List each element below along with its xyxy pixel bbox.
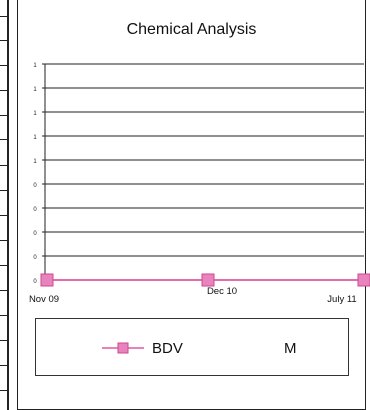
y-tick-label: 1	[33, 63, 37, 69]
legend-entry-m: M	[284, 340, 297, 357]
y-tick-label: 1	[33, 111, 37, 117]
legend-entry-bdv: BDV	[152, 340, 183, 357]
data-point-bdv	[357, 273, 370, 287]
y-tick-label: 1	[33, 87, 37, 93]
y-tick-label: 0	[33, 279, 37, 285]
y-tick-label: 1	[33, 159, 37, 165]
y-tick-label: 1	[33, 135, 37, 141]
x-tick-label: Nov 09	[29, 294, 59, 305]
bdv-legend-swatch-icon	[102, 342, 144, 354]
page-binding-marks	[0, 0, 9, 410]
y-tick-label: 0	[33, 255, 37, 261]
y-tick-label: 0	[33, 183, 37, 189]
y-tick-label: 0	[33, 207, 37, 213]
data-point-bdv	[40, 273, 54, 287]
chart-legend: BDV M	[35, 318, 349, 376]
data-point-bdv	[201, 273, 215, 287]
y-tick-label: 0	[33, 231, 37, 237]
x-tick-label: Dec 10	[207, 286, 237, 297]
x-tick-label: July 11	[327, 294, 356, 305]
chart-title: Chemical Analysis	[126, 21, 257, 38]
